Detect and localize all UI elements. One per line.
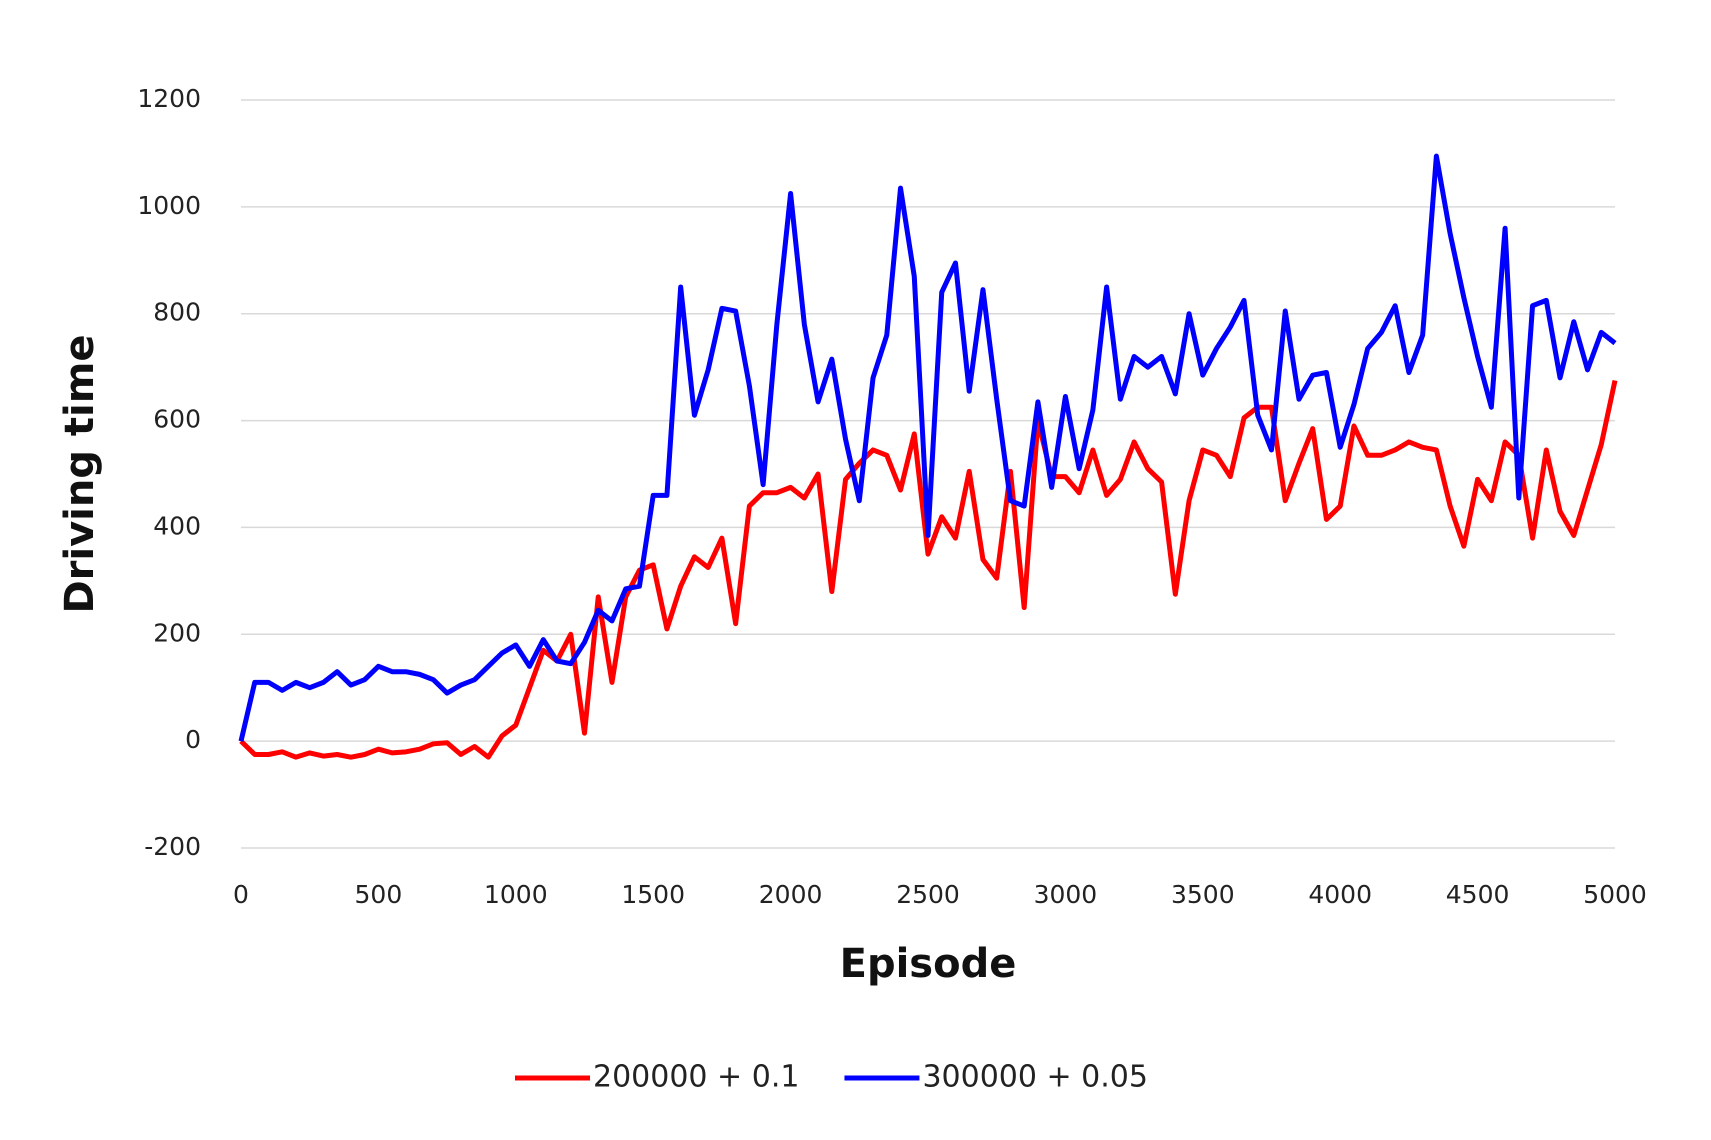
y-tick-label: 400 — [153, 511, 201, 540]
x-tick-label: 3500 — [1171, 880, 1235, 909]
y-tick-label: 600 — [153, 405, 201, 434]
y-tick-label: -200 — [144, 832, 201, 861]
x-axis-title: Episode — [840, 941, 1017, 987]
series-line — [239, 379, 1618, 760]
y-tick-label: 1200 — [137, 84, 201, 113]
y-tick-label: 1000 — [137, 191, 201, 220]
x-tick-label: 3000 — [1034, 880, 1098, 909]
x-tick-label: 500 — [355, 880, 403, 909]
x-tick-label: 2000 — [759, 880, 823, 909]
x-tick-label: 1500 — [621, 880, 685, 909]
y-tick-label: 0 — [185, 725, 201, 754]
legend-label: 300000 + 0.05 — [922, 1060, 1148, 1095]
x-tick-label: 1000 — [484, 880, 548, 909]
x-tick-label: 5000 — [1583, 880, 1647, 909]
y-axis-title: Driving time — [57, 334, 103, 613]
series-line — [238, 153, 1617, 742]
y-tick-label: 200 — [153, 618, 201, 647]
x-tick-label: 4000 — [1308, 880, 1372, 909]
x-tick-label: 4500 — [1446, 880, 1510, 909]
legend-label: 200000 + 0.1 — [593, 1060, 799, 1095]
x-tick-label: 2500 — [896, 880, 960, 909]
y-tick-label: 800 — [153, 298, 201, 327]
x-tick-label: 0 — [233, 880, 249, 909]
